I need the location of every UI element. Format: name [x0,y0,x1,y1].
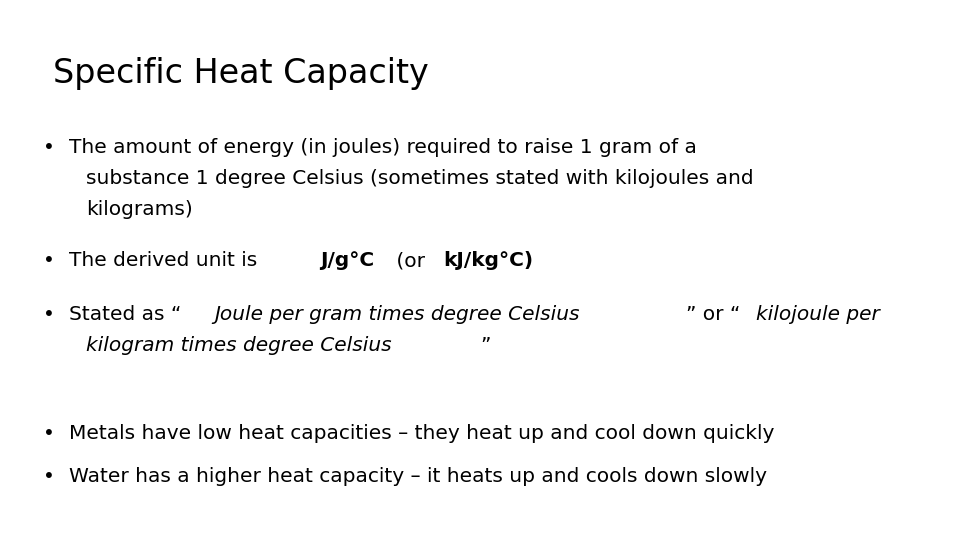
Text: J/g°C: J/g°C [321,251,374,270]
Text: (or: (or [390,251,431,270]
Text: •: • [43,305,55,324]
Text: Specific Heat Capacity: Specific Heat Capacity [53,57,428,90]
Text: Joule per gram times degree Celsius: Joule per gram times degree Celsius [214,305,580,324]
Text: •: • [43,138,55,157]
Text: kJ/kg°C): kJ/kg°C) [444,251,534,270]
Text: Metals have low heat capacities – they heat up and cool down quickly: Metals have low heat capacities – they h… [69,424,775,443]
Text: The amount of energy (in joules) required to raise 1 gram of a: The amount of energy (in joules) require… [69,138,697,157]
Text: Stated as “: Stated as “ [69,305,181,324]
Text: kilograms): kilograms) [86,200,193,219]
Text: substance 1 degree Celsius (sometimes stated with kilojoules and: substance 1 degree Celsius (sometimes st… [86,169,754,188]
Text: ” or “: ” or “ [685,305,740,324]
Text: •: • [43,467,55,486]
Text: Water has a higher heat capacity – it heats up and cools down slowly: Water has a higher heat capacity – it he… [69,467,767,486]
Text: kilogram times degree Celsius: kilogram times degree Celsius [86,336,392,355]
Text: ”: ” [481,336,492,355]
Text: •: • [43,251,55,270]
Text: kilojoule per: kilojoule per [756,305,879,324]
Text: •: • [43,424,55,443]
Text: The derived unit is: The derived unit is [69,251,264,270]
